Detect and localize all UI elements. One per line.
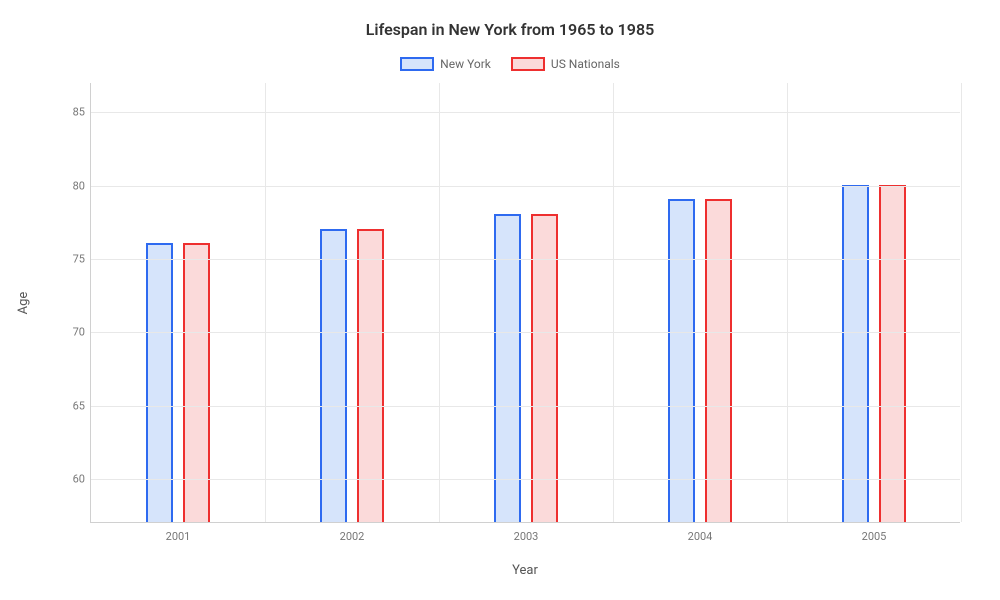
y-tick-label: 60 [63,473,91,486]
chart-title: Lifespan in New York from 1965 to 1985 [60,20,960,39]
y-tick-label: 70 [63,326,91,339]
h-gridline [91,186,960,187]
v-gridline [961,83,962,522]
chart-container: Lifespan in New York from 1965 to 1985 N… [0,0,1000,600]
legend-item-new-york: New York [400,57,491,71]
bar-new-york-2004 [668,199,695,522]
y-tick-label: 65 [63,399,91,412]
legend-label-us-nationals: US Nationals [551,57,620,71]
bar-new-york-2002 [320,229,347,522]
v-gridline [265,83,266,522]
legend: New York US Nationals [60,57,960,71]
v-gridline [787,83,788,522]
bar-us-nationals-2003 [531,214,558,522]
bar-us-nationals-2002 [357,229,384,522]
x-tick-label: 2005 [862,522,887,543]
plot-area: Age 60657075808520012002200320042005 Yea… [60,83,960,523]
legend-item-us-nationals: US Nationals [511,57,620,71]
h-gridline [91,259,960,260]
x-tick-label: 2004 [688,522,713,543]
x-tick-label: 2001 [166,522,191,543]
bar-new-york-2003 [494,214,521,522]
x-axis-label: Year [90,563,960,578]
bar-us-nationals-2001 [183,243,210,522]
legend-swatch-new-york [400,57,434,71]
bar-us-nationals-2005 [879,185,906,522]
v-gridline [613,83,614,522]
h-gridline [91,332,960,333]
h-gridline [91,406,960,407]
legend-label-new-york: New York [440,57,491,71]
x-tick-label: 2002 [340,522,365,543]
bar-us-nationals-2004 [705,199,732,522]
grid-region: 60657075808520012002200320042005 [90,83,960,523]
y-tick-label: 80 [63,179,91,192]
h-gridline [91,112,960,113]
bar-new-york-2005 [842,185,869,522]
y-axis-label: Age [16,292,31,315]
x-tick-label: 2003 [514,522,539,543]
y-tick-label: 85 [63,106,91,119]
y-tick-label: 75 [63,253,91,266]
v-gridline [439,83,440,522]
legend-swatch-us-nationals [511,57,545,71]
bar-new-york-2001 [146,243,173,522]
bars-layer [91,83,960,522]
h-gridline [91,479,960,480]
